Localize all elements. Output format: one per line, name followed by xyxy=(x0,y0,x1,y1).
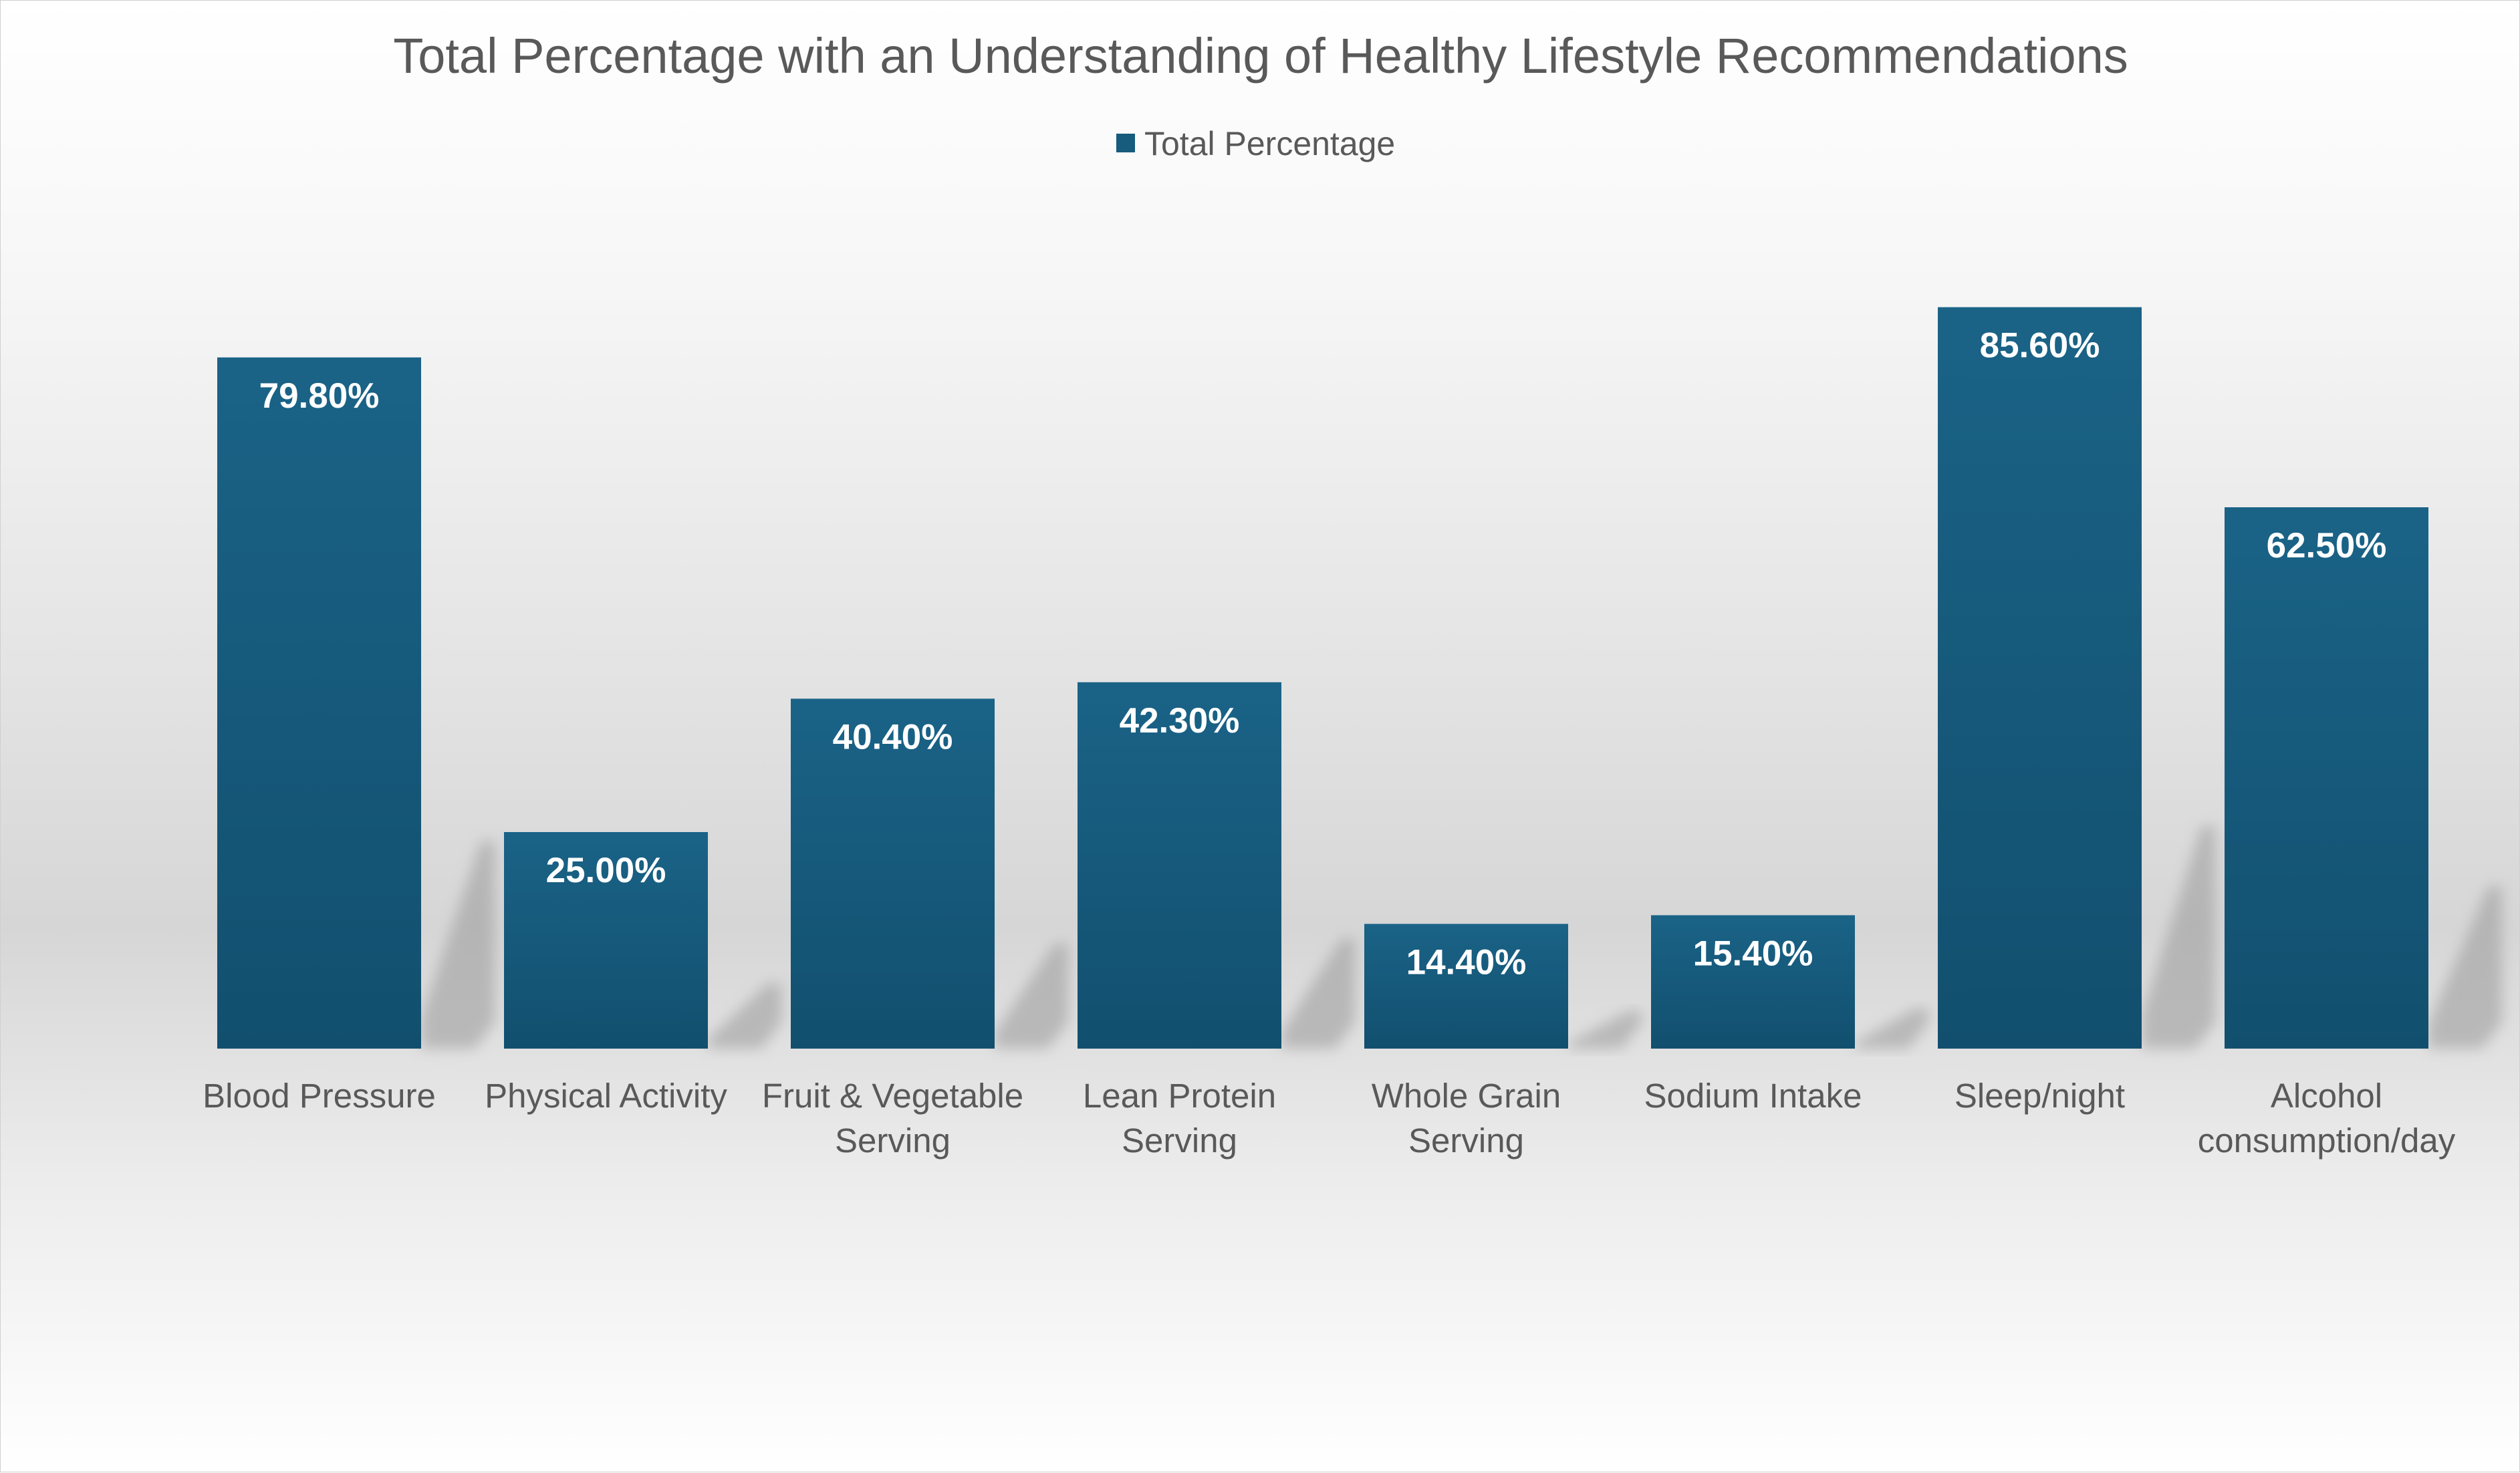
bar-sleep-night xyxy=(1938,307,2142,1049)
data-label-lean-protein-serving: 42.30% xyxy=(1120,701,1240,741)
data-label-whole-grain-serving: 14.40% xyxy=(1406,942,1527,982)
data-label-fruit-and-vegetable-serving: 40.40% xyxy=(833,717,953,757)
category-label-lean-protein-serving: Lean Protein Serving xyxy=(1083,1077,1276,1160)
category-label-fruit-and-vegetable-serving: Fruit & Vegetable Serving xyxy=(762,1077,1023,1160)
chart-title: Total Percentage with an Understanding o… xyxy=(393,28,2128,84)
bar-shadow-alcohol-consumption-day xyxy=(2428,886,2502,1049)
data-label-blood-pressure: 79.80% xyxy=(259,376,380,416)
bar-shadow-lean-protein-serving xyxy=(1281,938,1355,1049)
bar-whole-grain-serving xyxy=(1364,924,1568,1049)
category-labels: Blood Pressure Physical Activity Fruit & V… xyxy=(203,1077,2456,1160)
legend-label: Total Percentage xyxy=(1144,125,1395,162)
bar-shadow-sleep-night xyxy=(2142,826,2215,1049)
category-label-sodium-intake: Sodium Intake xyxy=(1644,1077,1862,1115)
data-label-sleep-night: 85.60% xyxy=(1980,326,2100,366)
bar-shadow-physical-activity xyxy=(708,983,781,1049)
data-labels: 79.80% 25.00% 40.40% 42.30% 14.40% 15.40% 85.6… xyxy=(259,326,2387,982)
bar-shadow-blood-pressure xyxy=(421,841,495,1049)
bar-physical-activity xyxy=(504,832,708,1049)
category-label-blood-pressure: Blood Pressure xyxy=(203,1077,436,1115)
legend: Total Percentage xyxy=(1116,125,1395,162)
data-label-physical-activity: 25.00% xyxy=(546,851,666,890)
bar-shadow-fruit-and-vegetable-serving xyxy=(995,943,1068,1049)
data-label-alcohol-consumption-day: 62.50% xyxy=(2267,526,2387,565)
bar-lean-protein-serving xyxy=(1078,682,1281,1049)
bar-alcohol-consumption-day xyxy=(2225,507,2428,1049)
bar-sodium-intake xyxy=(1651,915,1855,1049)
category-label-physical-activity: Physical Activity xyxy=(485,1077,727,1115)
bar-shadows xyxy=(421,826,2502,1049)
bar-blood-pressure xyxy=(217,357,421,1049)
data-label-sodium-intake: 15.40% xyxy=(1693,934,1813,973)
legend-swatch xyxy=(1116,134,1135,152)
category-label-sleep-night: Sleep/night xyxy=(1955,1077,2125,1115)
category-label-alcohol-consumption-day: Alcohol consumption/day xyxy=(2198,1077,2456,1160)
category-label-whole-grain-serving: Whole Grain Serving xyxy=(1372,1077,1561,1160)
bar-fruit-and-vegetable-serving xyxy=(791,698,995,1049)
bar-shadow-sodium-intake xyxy=(1855,1009,1928,1049)
bars xyxy=(217,307,2428,1049)
bar-shadow-whole-grain-serving xyxy=(1568,1011,1642,1049)
